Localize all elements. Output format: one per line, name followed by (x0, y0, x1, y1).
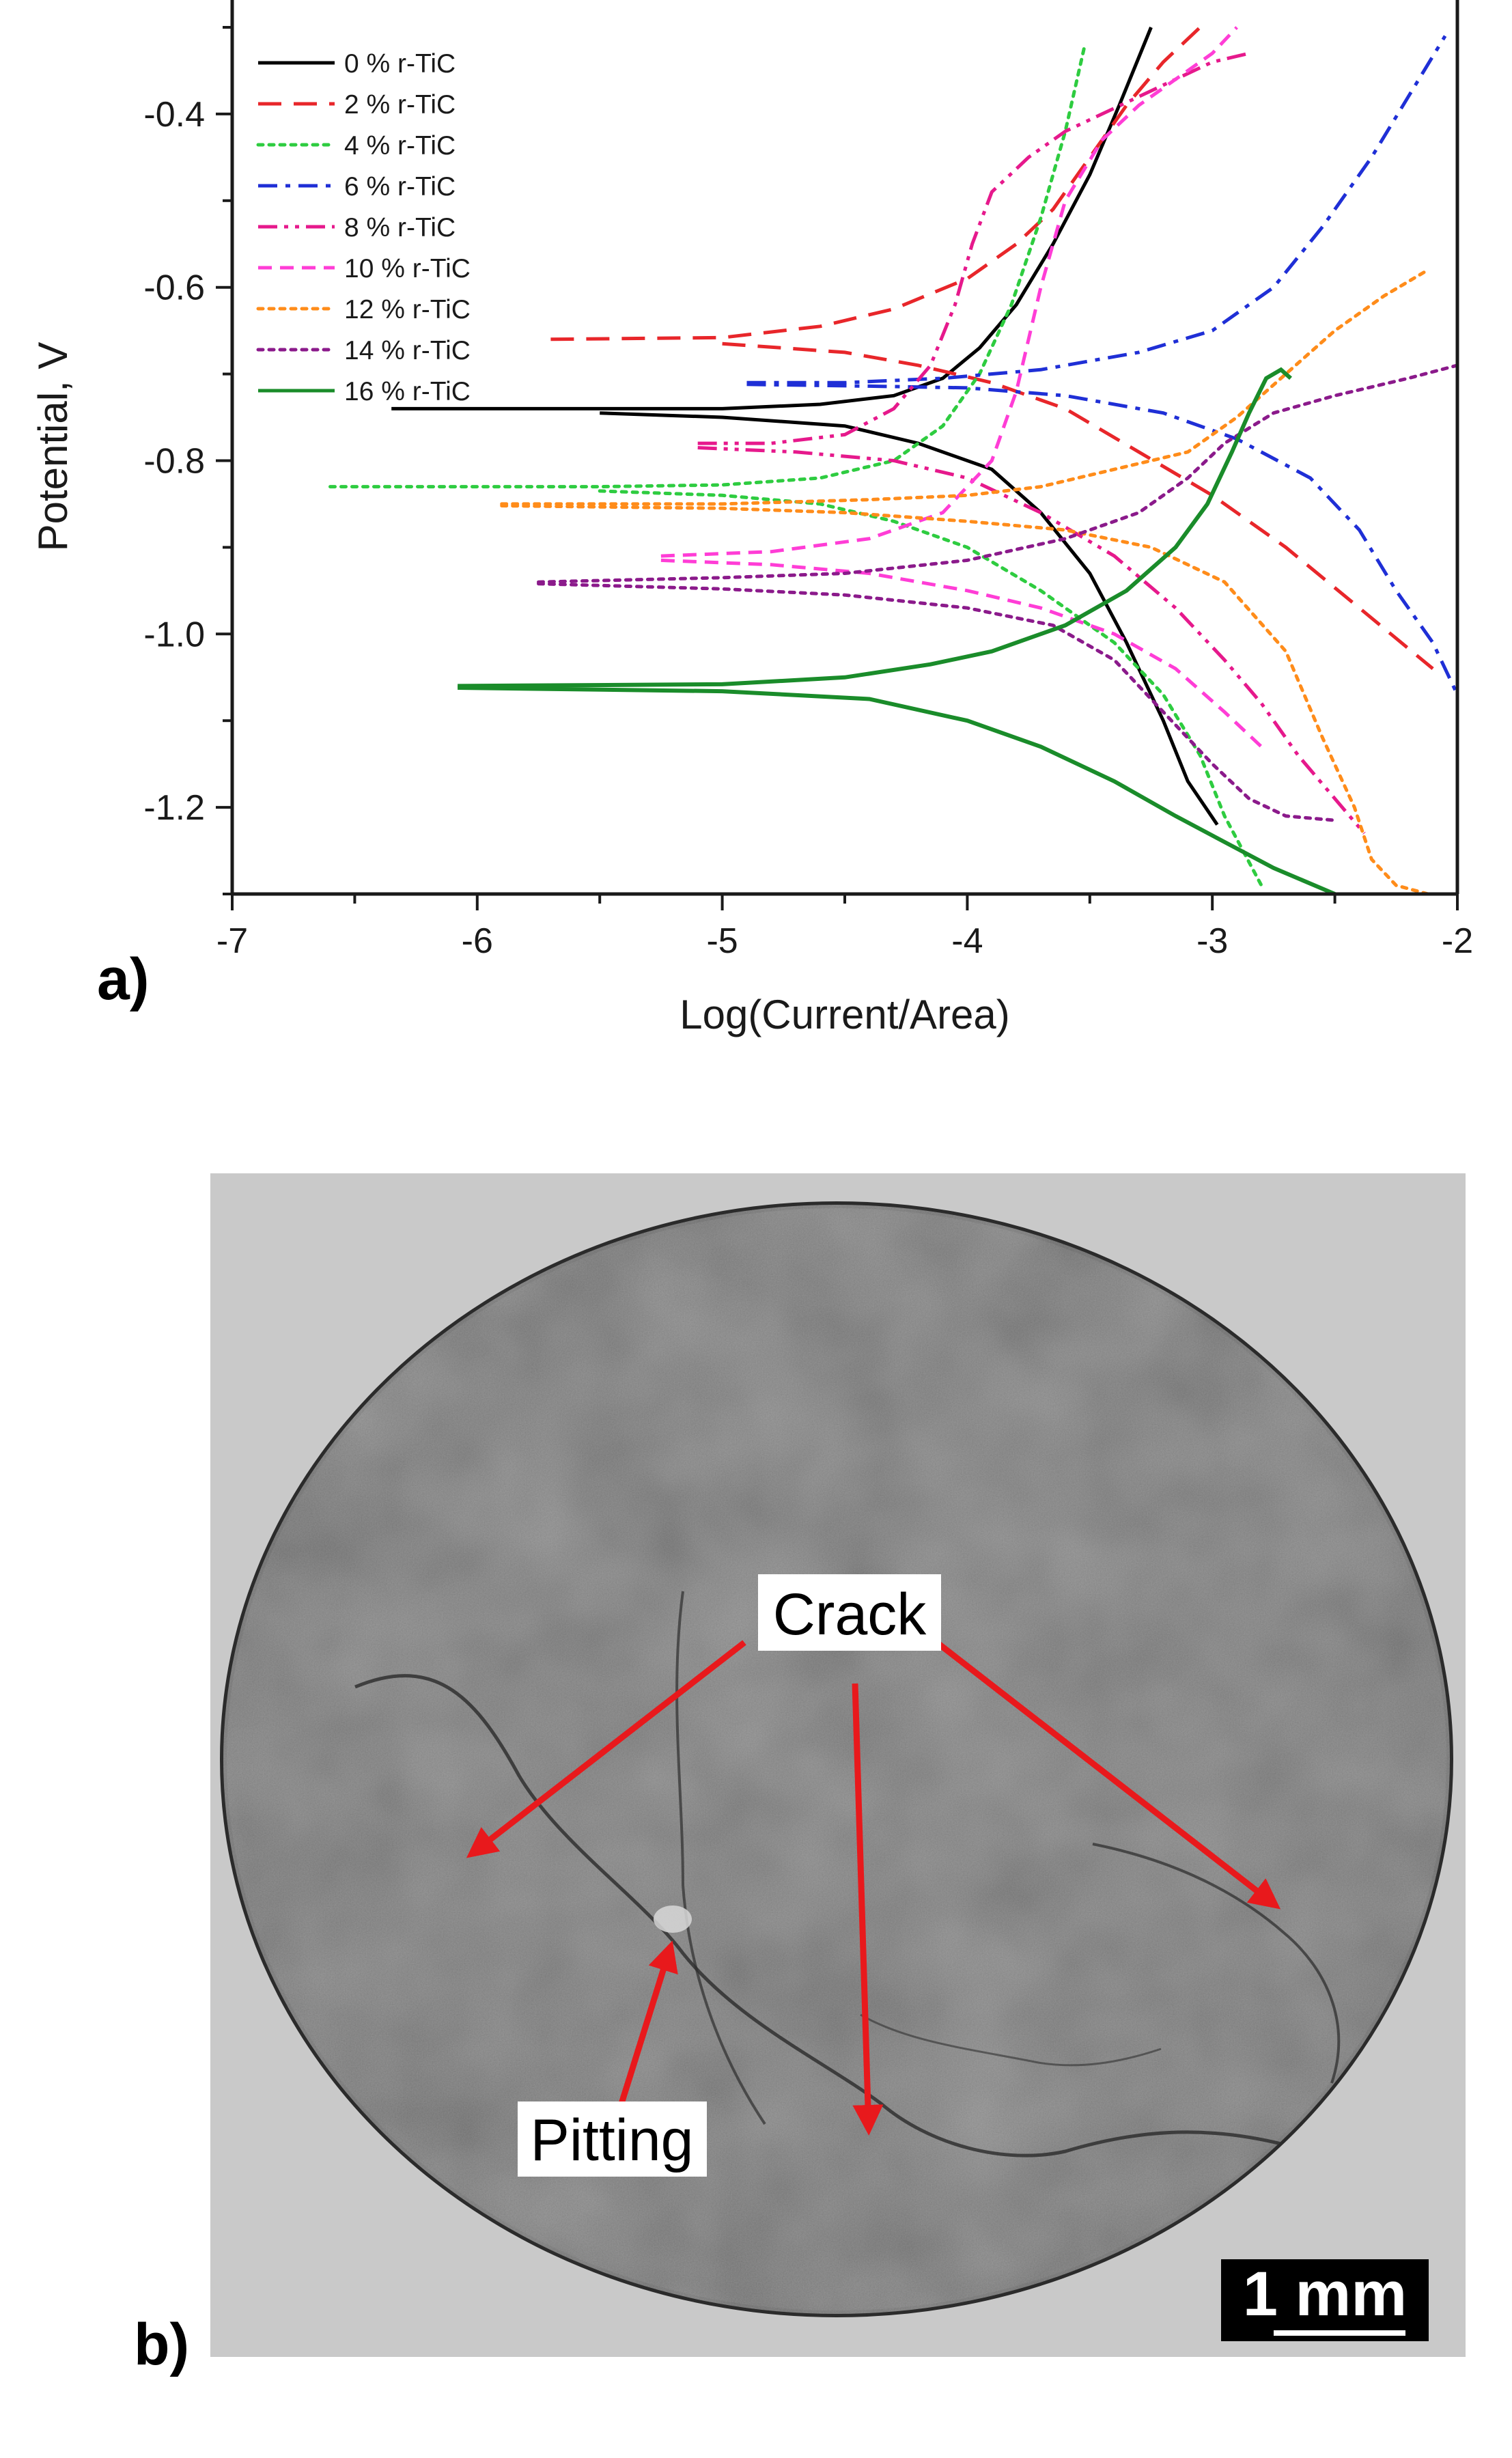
panel-a-label: a) (97, 947, 149, 1012)
series-line-cathodic (697, 446, 1366, 835)
x-tick-label: -4 (951, 921, 983, 961)
legend-entry: 6 % r-TiC (344, 172, 456, 201)
scale-bar-box (1221, 2259, 1429, 2341)
series-line-anodic (500, 268, 1430, 506)
sample-disk (220, 1201, 1453, 2317)
legend-entry: 16 % r-TiC (344, 377, 471, 406)
series-line-anodic (391, 27, 1153, 410)
legend-entry: 4 % r-TiC (344, 131, 456, 160)
series-line-anodic (697, 51, 1250, 445)
chart-axes: -7 -6 -5 -4 -3 -2 -1.2 -1.0 -0.8 -0.6 -0.4 (143, 0, 1473, 961)
pitting-spot (654, 1905, 692, 1933)
y-tick-label: -0.4 (143, 95, 205, 135)
y-axis-title: Potential, V (30, 342, 76, 552)
series-line-anodic (458, 367, 1292, 688)
crack-arrow-right (935, 1640, 1281, 1910)
series-line-cathodic (598, 489, 1263, 887)
crack-label: Crack (773, 1582, 927, 1647)
series-line-anodic (660, 26, 1238, 558)
series-line-cathodic (600, 411, 1219, 826)
y-tick-label: -0.8 (143, 442, 205, 481)
chart-legend: 0 % r-TiC 2 % r-TiC 4 % r-TiC 6 % r-TiC 8 % … (256, 49, 471, 406)
crack-line (1092, 1843, 1341, 2084)
series-layer (328, 26, 1457, 894)
legend-entry: 10 % r-TiC (344, 254, 471, 283)
y-tick-label: -1.2 (143, 788, 205, 828)
annotation-arrows (466, 1640, 1281, 2136)
x-tick-label: -7 (216, 921, 248, 961)
pitting-label-box (518, 2101, 707, 2177)
legend-entry: 0 % r-TiC (344, 49, 456, 79)
series-line-cathodic (660, 558, 1263, 749)
series-line-cathodic (500, 504, 1430, 894)
x-tick-label: -2 (1442, 921, 1473, 961)
crack-label-box (758, 1574, 941, 1651)
scale-bar-label: 1 mm (1243, 2259, 1407, 2329)
panel-b-label: b) (134, 2312, 189, 2377)
crack-arrow-middle (852, 1683, 884, 2136)
series-line-cathodic (458, 686, 1336, 894)
series-line-cathodic (722, 341, 1434, 671)
pitting-arrow (618, 1940, 678, 2105)
crack-line (860, 2013, 1162, 2067)
micrograph-panel: Crack Pitting 1 mm b) (134, 1173, 1466, 2377)
x-tick-label: -3 (1196, 921, 1228, 961)
y-tick-label: -1.0 (143, 615, 205, 654)
x-axis-title: Log(Current/Area) (680, 992, 1010, 1037)
crack-line (675, 1591, 766, 2125)
legend-entry: 2 % r-TiC (344, 90, 456, 120)
series-line-anodic (550, 26, 1202, 341)
y-tick-label: -0.6 (143, 268, 205, 308)
crack-line (354, 1674, 1285, 2157)
series-line-anodic (328, 42, 1087, 489)
polarization-chart: 0 % r-TiC 2 % r-TiC 4 % r-TiC 6 % r-TiC 8 % … (30, 0, 1473, 1037)
legend-entry: 8 % r-TiC (344, 213, 456, 242)
x-tick-label: -5 (706, 921, 738, 961)
crack-arrow-left (466, 1640, 746, 1858)
series-line-anodic (537, 363, 1457, 584)
series-line-anodic (746, 35, 1447, 385)
series-line-cathodic (537, 582, 1337, 822)
x-tick-label: -6 (462, 921, 493, 961)
legend-entry: 12 % r-TiC (344, 295, 471, 324)
legend-entry: 14 % r-TiC (344, 336, 471, 365)
pitting-label: Pitting (530, 2108, 693, 2173)
